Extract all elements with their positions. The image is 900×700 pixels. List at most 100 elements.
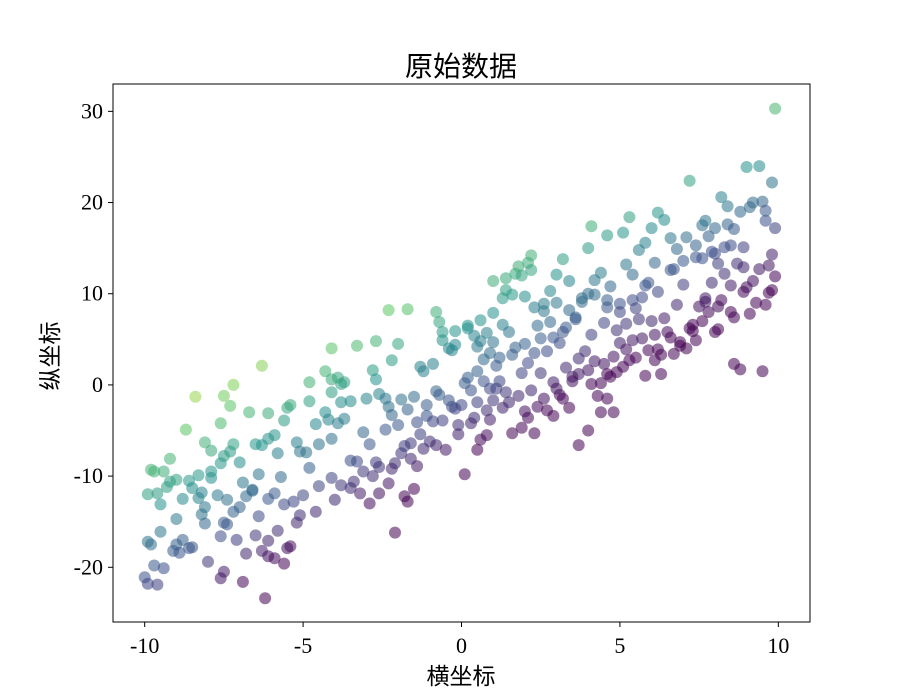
data-point [214,572,227,585]
data-point [664,232,677,245]
data-point [556,392,569,405]
data-point [550,382,563,395]
data-point [709,326,721,338]
data-point [715,191,728,204]
data-point [493,351,506,364]
data-point [338,376,351,389]
data-point [588,355,601,368]
data-point [287,495,300,508]
data-point [259,592,272,605]
data-point [484,413,496,426]
data-point [373,487,386,500]
data-point [205,465,218,478]
data-point [436,414,449,427]
y-axis-label: 纵坐标 [38,322,64,391]
data-point [335,396,348,409]
data-point [499,272,512,285]
data-point [632,313,645,326]
data-point [379,423,392,436]
data-point [474,433,487,446]
data-point [382,477,395,490]
data-point [759,204,772,217]
data-point [173,546,186,559]
data-point [221,518,234,531]
data-point [696,315,709,328]
data-point [268,429,281,442]
data-point [303,376,316,389]
data-point [689,251,702,264]
data-point [211,489,224,502]
data-point [148,465,161,478]
data-point [534,367,547,380]
data-point [328,493,341,506]
x-tick-label: 0 [456,633,467,658]
data-point [141,488,154,501]
data-point [309,505,322,518]
data-point [408,390,420,403]
data-point [648,256,661,269]
data-point [189,390,202,403]
data-point [480,326,493,339]
data-point [252,468,265,481]
data-point [674,339,687,352]
data-point [480,404,493,417]
data-point [205,444,218,457]
data-point [575,292,588,305]
data-point [544,285,557,297]
data-point [613,337,626,349]
data-point [221,493,234,506]
data-point [648,354,661,367]
data-point [648,328,661,341]
data-point [626,294,639,307]
data-point [436,326,449,338]
data-point [756,195,769,208]
data-point [401,303,414,316]
data-point [550,296,563,309]
data-point [582,364,595,377]
data-point [471,365,484,378]
data-point [677,278,690,291]
data-point [474,335,487,348]
data-point [525,384,538,397]
data-point [164,452,176,465]
data-point [414,428,427,441]
data-point [230,533,243,546]
data-point [262,407,275,420]
data-point [525,264,538,276]
data-point [496,318,509,331]
data-point [588,288,601,301]
data-point [718,241,731,254]
data-point [547,409,560,422]
data-point [623,211,636,224]
y-tick-label: 20 [81,190,103,215]
data-point [389,526,401,539]
data-point [214,417,227,430]
data-point [620,317,633,330]
data-point [699,295,712,308]
data-point [661,326,674,338]
data-point [420,399,433,411]
data-point [170,513,183,525]
data-point [499,284,512,297]
data-point [743,201,756,214]
data-point [528,347,541,359]
data-point [544,316,557,328]
y-tick-label: 30 [81,98,103,123]
data-point [607,406,620,419]
data-point [594,266,607,279]
data-point [762,286,775,299]
data-point [312,480,325,493]
data-point [170,473,183,486]
data-point [734,205,747,218]
data-point [297,489,310,502]
data-point [227,378,240,391]
data-point [750,296,763,309]
data-point [632,244,645,256]
data-point [651,285,664,298]
data-point [487,336,500,349]
data-point [762,259,775,272]
data-point [233,501,246,514]
data-point [145,538,157,551]
data-point [737,241,750,254]
data-point [325,386,338,399]
